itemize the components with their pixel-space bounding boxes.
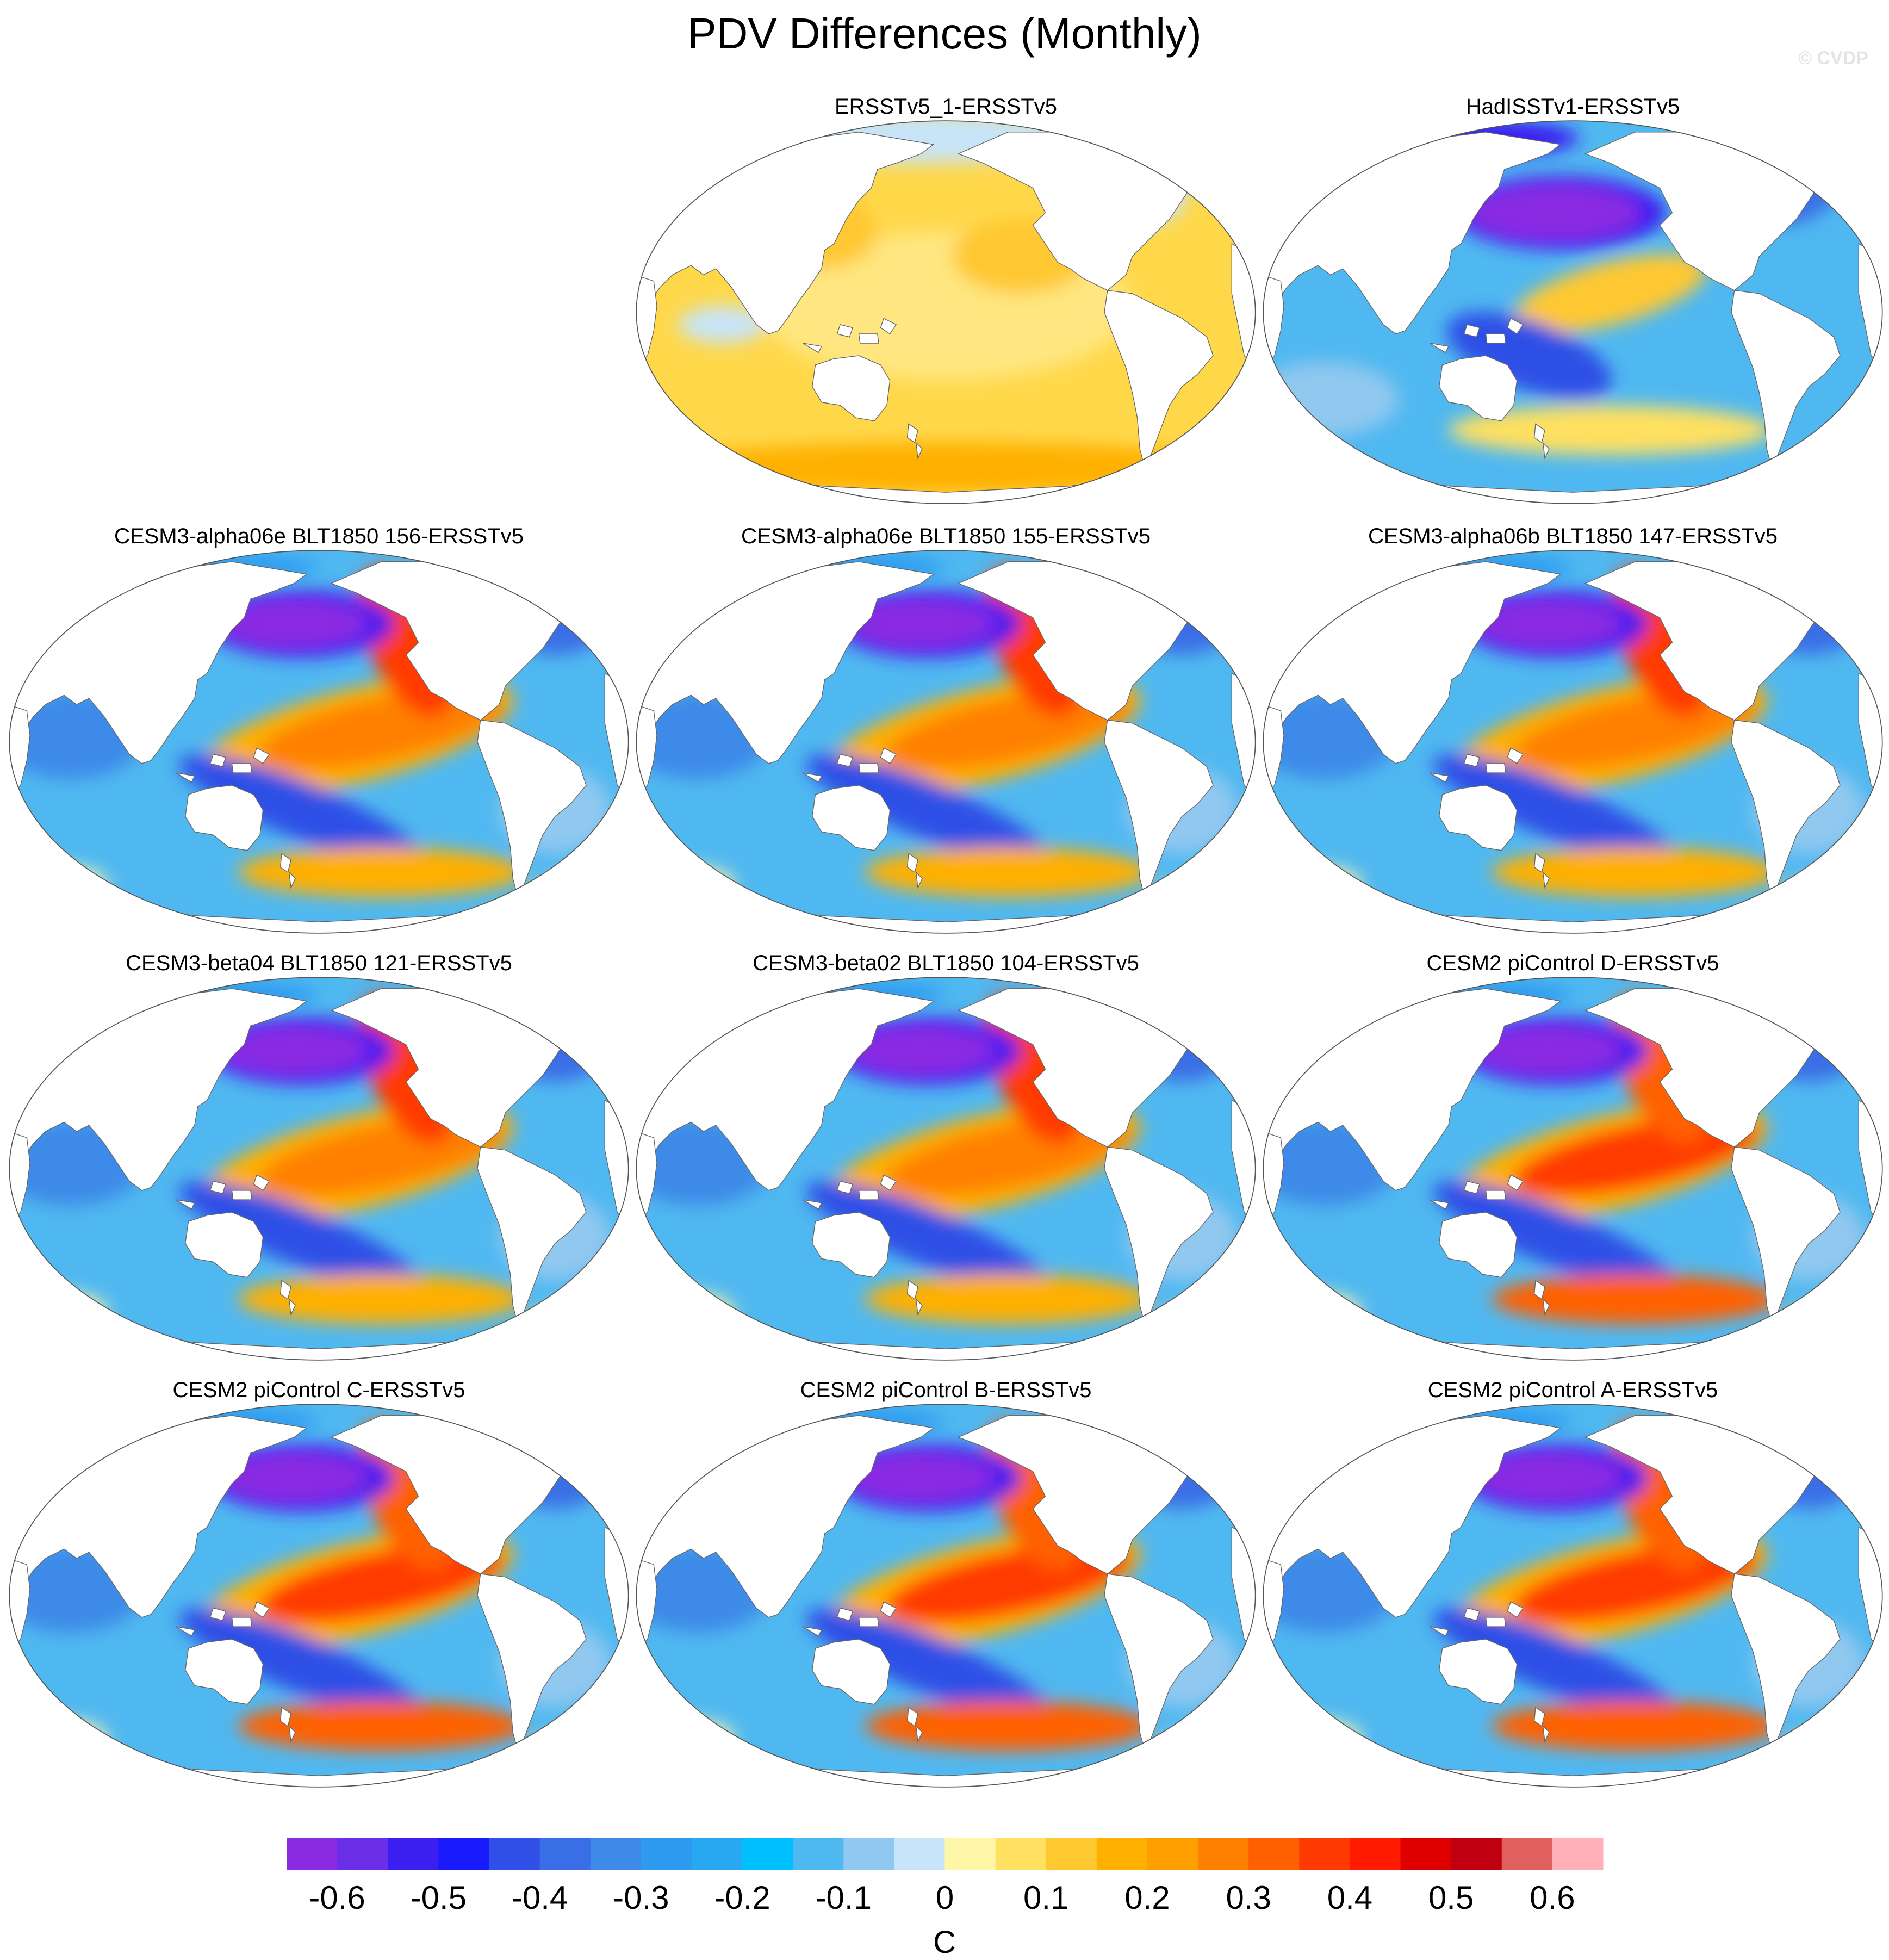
colorbar-tick-label: 0.5 <box>1428 1880 1474 1916</box>
map-field <box>9 550 629 933</box>
world-map <box>1263 1404 1883 1788</box>
colorbar-swatch <box>1400 1838 1452 1870</box>
colorbar: -0.6 -0.5 -0.4 -0.3 -0.2 -0.1 0 0.1 0.2 0.3 0.4 0.5… <box>0 1838 1889 1959</box>
panel-title: CESM3-beta04 BLT1850 121-ERSSTv5 <box>126 951 512 975</box>
panel-title: HadISSTv1-ERSSTv5 <box>1465 95 1680 119</box>
colorbar-tick-label: 0.6 <box>1530 1880 1575 1916</box>
map-field <box>9 977 629 1360</box>
world-map <box>636 977 1256 1361</box>
colorbar-tick-label: -0.4 <box>512 1880 568 1916</box>
colorbar-tick-label: 0.3 <box>1226 1880 1271 1916</box>
colorbar-swatch <box>1350 1838 1401 1870</box>
map-field <box>636 1404 1256 1787</box>
colorbar-units-label: C <box>933 1925 956 1960</box>
colorbar-swatch <box>691 1838 743 1870</box>
world-map <box>636 550 1256 934</box>
map-field <box>9 1404 629 1787</box>
colorbar-swatch <box>337 1838 388 1870</box>
map-field <box>1263 977 1882 1360</box>
map-field <box>1263 1404 1882 1787</box>
map-field <box>636 550 1256 933</box>
colorbar-swatch <box>944 1838 996 1870</box>
colorbar-swatch <box>438 1838 489 1870</box>
world-map <box>1263 550 1883 934</box>
map-field <box>1263 121 1882 504</box>
world-map <box>9 1404 629 1788</box>
panel-title: CESM3-alpha06e BLT1850 155-ERSSTv5 <box>741 524 1151 548</box>
world-map <box>636 120 1256 504</box>
panel-title: CESM2 piControl C-ERSSTv5 <box>172 1378 465 1402</box>
colorbar-swatch <box>1198 1838 1249 1870</box>
world-map <box>9 977 629 1361</box>
colorbar-tick-label: -0.2 <box>714 1880 770 1916</box>
map-field <box>636 121 1256 504</box>
panel-title: CESM3-alpha06e BLT1850 156-ERSSTv5 <box>114 524 524 548</box>
map-field <box>636 977 1256 1360</box>
colorbar-swatch <box>1096 1838 1148 1870</box>
map-panel: CESM3-beta02 BLT1850 104-ERSSTv5 <box>635 949 1257 1362</box>
colorbar-tick-label: 0.1 <box>1023 1880 1068 1916</box>
colorbar-tick-label: -0.1 <box>816 1880 872 1916</box>
colorbar-swatch <box>1046 1838 1097 1870</box>
colorbar-swatch <box>539 1838 591 1870</box>
colorbar-swatch <box>641 1838 692 1870</box>
panel-title: CESM2 piControl A-ERSSTv5 <box>1427 1378 1718 1402</box>
map-panel: CESM2 piControl B-ERSSTv5 <box>635 1376 1257 1789</box>
colorbar-tick-label: 0.4 <box>1327 1880 1372 1916</box>
panel-title: CESM2 piControl D-ERSSTv5 <box>1426 951 1719 975</box>
colorbar-graphic: -0.6 -0.5 -0.4 -0.3 -0.2 -0.1 0 0.1 0.2 0.3 0.4 0.5… <box>287 1838 1604 1916</box>
colorbar-swatch <box>1501 1838 1553 1870</box>
colorbar-swatch <box>1299 1838 1350 1870</box>
colorbar-tick-label: -0.6 <box>309 1880 365 1916</box>
colorbar-swatch <box>995 1838 1047 1870</box>
colorbar-swatch <box>1147 1838 1198 1870</box>
map-panel: CESM3-beta04 BLT1850 121-ERSSTv5 <box>8 949 630 1362</box>
colorbar-swatch <box>894 1838 945 1870</box>
colorbar-swatch <box>1552 1838 1604 1870</box>
colorbar-swatch <box>1248 1838 1300 1870</box>
colorbar-swatch <box>489 1838 540 1870</box>
map-panel: CESM3-alpha06b BLT1850 147-ERSSTv5 <box>1262 522 1884 935</box>
figure-title: PDV Differences (Monthly) <box>687 9 1202 58</box>
colorbar-swatch <box>388 1838 439 1870</box>
colorbar-swatch <box>843 1838 894 1870</box>
map-panel: CESM2 piControl C-ERSSTv5 <box>8 1376 630 1789</box>
panel-title: CESM2 piControl B-ERSSTv5 <box>800 1378 1092 1402</box>
colorbar-tick-label: 0 <box>936 1880 954 1916</box>
colorbar-swatch <box>742 1838 793 1870</box>
watermark: © CVDP <box>1798 48 1868 69</box>
colorbar-tick-label: 0.2 <box>1124 1880 1170 1916</box>
panel-title: CESM3-alpha06b BLT1850 147-ERSSTv5 <box>1368 524 1778 548</box>
colorbar-swatch <box>590 1838 642 1870</box>
colorbar-tick-label: -0.3 <box>613 1880 669 1916</box>
world-map <box>9 550 629 934</box>
map-panel: CESM2 piControl D-ERSSTv5 <box>1262 949 1884 1362</box>
world-map <box>1263 977 1883 1361</box>
world-map <box>1263 120 1883 504</box>
colorbar-swatch <box>287 1838 338 1870</box>
map-panel: CESM3-alpha06e BLT1850 156-ERSSTv5 <box>8 522 630 935</box>
colorbar-tick-label: -0.5 <box>411 1880 467 1916</box>
colorbar-swatch <box>793 1838 844 1870</box>
map-field <box>1263 550 1882 933</box>
map-panel: CESM3-alpha06e BLT1850 155-ERSSTv5 <box>635 522 1257 935</box>
world-map <box>636 1404 1256 1788</box>
panel-title: ERSSTv5_1-ERSSTv5 <box>834 95 1058 119</box>
colorbar-swatch <box>1451 1838 1502 1870</box>
map-panel: ERSSTv5_1-ERSSTv5 <box>635 92 1257 506</box>
map-panel: HadISSTv1-ERSSTv5 <box>1262 92 1884 506</box>
map-panel: CESM2 piControl A-ERSSTv5 <box>1262 1376 1884 1789</box>
panel-title: CESM3-beta02 BLT1850 104-ERSSTv5 <box>753 951 1139 975</box>
